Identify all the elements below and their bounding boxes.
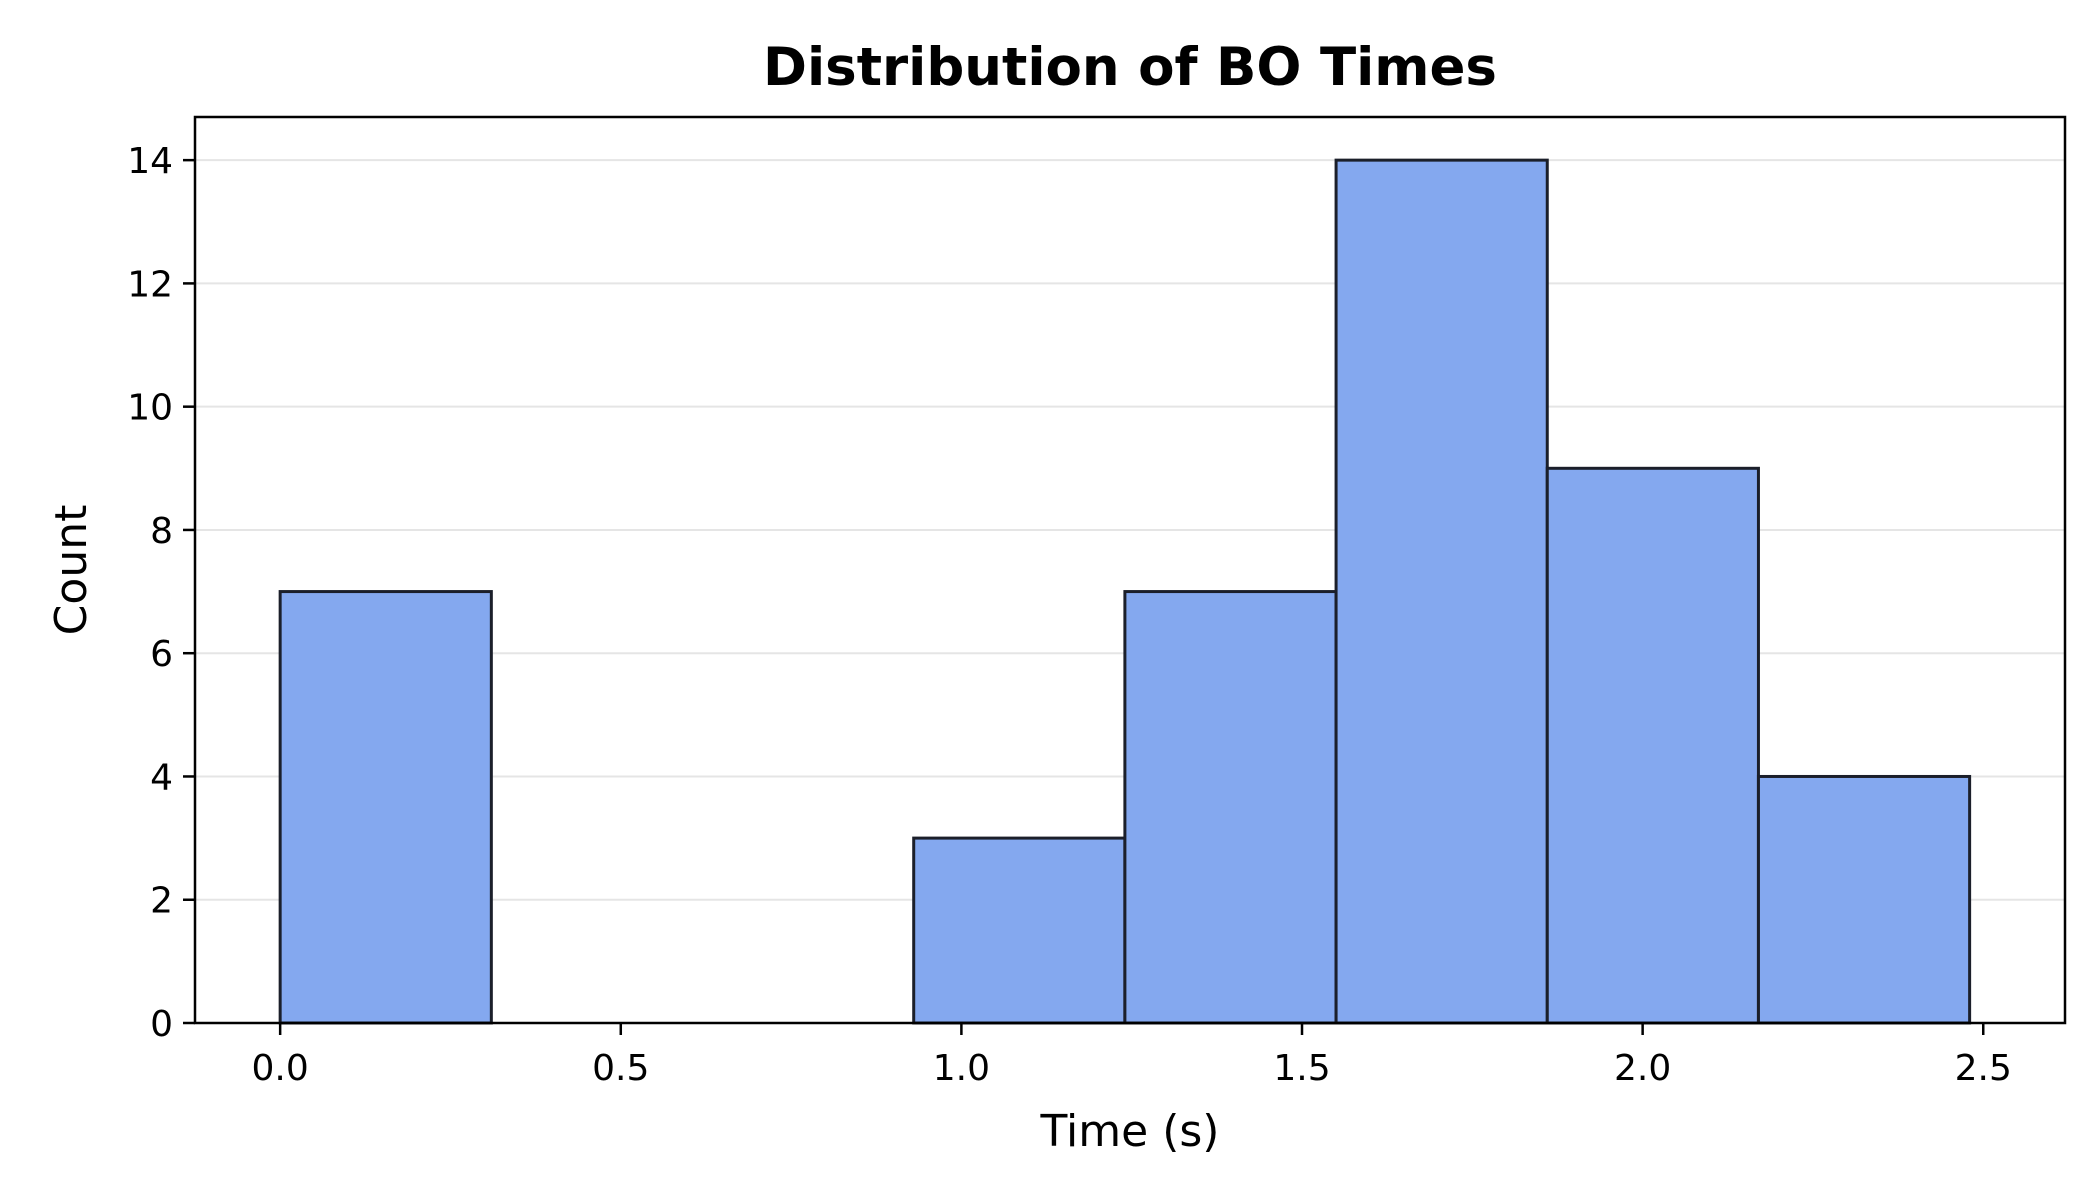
y-tick-label: 2 [150,881,173,922]
histogram-bar [912,836,1127,1025]
histogram-bar [1123,590,1338,1025]
histogram-bar [1756,774,1972,1025]
y-tick-label: 14 [127,141,173,182]
x-axis-ticks: 0.0 0.5 1.0 1.5 2.0 2.5 [252,1023,2012,1089]
x-axis-label: Time (s) [1040,1106,1220,1157]
y-tick-label: 10 [127,388,173,429]
x-tick-label: 0.0 [252,1048,309,1089]
x-tick-label: 2.5 [1955,1048,2012,1089]
histogram-bar [278,590,493,1025]
y-tick-label: 0 [150,1004,173,1045]
bars [278,158,1972,1025]
y-axis-label: Count [46,505,97,636]
y-axis-ticks: 0 2 4 6 8 10 12 14 [127,141,195,1045]
y-tick-label: 12 [127,264,173,305]
chart-title: Distribution of BO Times [763,37,1497,98]
plot-frame [193,115,2067,1025]
y-tick-label: 4 [150,757,173,798]
x-tick-label: 0.5 [592,1048,649,1089]
histogram-bar [1334,158,1549,1025]
histogram-bar [1545,466,1760,1025]
x-tick-label: 2.0 [1614,1048,1671,1089]
y-tick-label: 8 [150,511,173,552]
y-tick-label: 6 [150,634,173,675]
x-tick-label: 1.0 [933,1048,990,1089]
x-tick-label: 1.5 [1273,1048,1330,1089]
